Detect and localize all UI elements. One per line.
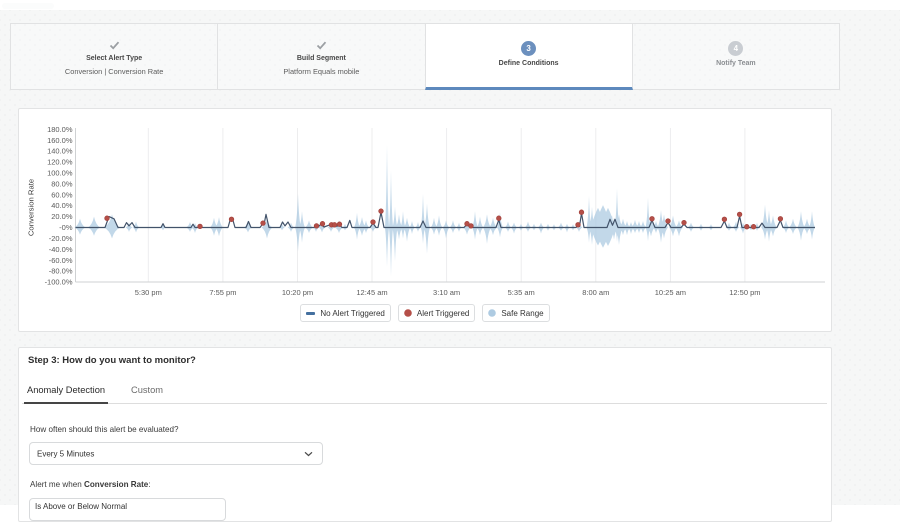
svg-text:10:20 pm: 10:20 pm [282, 288, 313, 297]
svg-text:-100.0%: -100.0% [45, 278, 73, 287]
svg-text:-0%: -0% [59, 223, 73, 232]
svg-text:5:30 pm: 5:30 pm [135, 288, 162, 297]
svg-text:-40.0%: -40.0% [49, 245, 73, 254]
svg-text:-80.0%: -80.0% [49, 267, 73, 276]
svg-text:100.0%: 100.0% [47, 169, 73, 178]
svg-text:180.0%: 180.0% [47, 125, 73, 134]
svg-text:40.0%: 40.0% [51, 201, 73, 210]
svg-text:20.0%: 20.0% [51, 212, 73, 221]
svg-text:120.0%: 120.0% [47, 158, 73, 167]
svg-text:-20.0%: -20.0% [49, 234, 73, 243]
svg-text:140.0%: 140.0% [47, 147, 73, 156]
svg-text:12:50 pm: 12:50 pm [729, 288, 760, 297]
svg-text:10:25 am: 10:25 am [655, 288, 686, 297]
svg-text:80.0%: 80.0% [51, 179, 73, 188]
svg-text:5:35 am: 5:35 am [508, 288, 535, 297]
svg-text:3:10 am: 3:10 am [433, 288, 460, 297]
svg-text:12:45 am: 12:45 am [356, 288, 387, 297]
svg-text:8:00 am: 8:00 am [582, 288, 609, 297]
svg-text:Conversion Rate: Conversion Rate [27, 179, 36, 236]
svg-text:160.0%: 160.0% [47, 136, 73, 145]
svg-text:7:55 pm: 7:55 pm [209, 288, 236, 297]
svg-text:-60.0%: -60.0% [49, 256, 73, 265]
svg-text:60.0%: 60.0% [51, 190, 73, 199]
